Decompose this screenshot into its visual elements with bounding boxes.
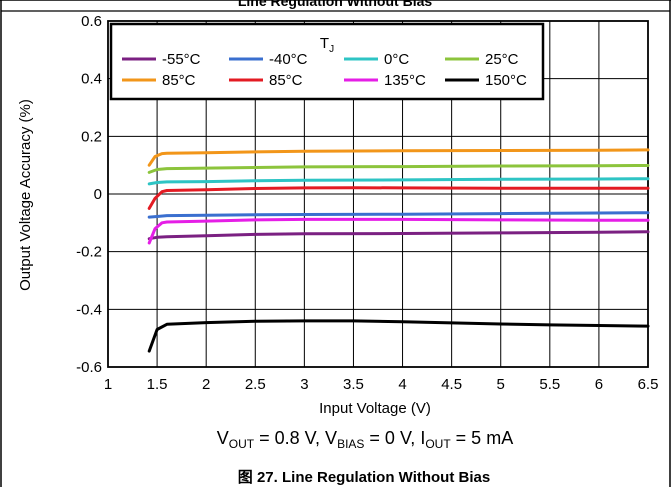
axes: 1 1.5 2 2.5 3 3.5 4 4.5 5 5.5 6 6.5 -0.6 -0.4 -0.2 0 0.2…: [76, 13, 658, 393]
series-line: [147, 319, 650, 353]
series-line: [147, 186, 650, 210]
y-tick-label: -0.6: [76, 359, 102, 376]
figure-caption: 图 27. Line Regulation Without Bias: [238, 469, 490, 486]
series-line: [147, 217, 650, 245]
series-line: [147, 211, 650, 219]
series-layer: [147, 148, 650, 353]
x-tick-label: 3.5: [343, 376, 364, 393]
x-tick-label: 6: [595, 376, 603, 393]
x-tick-label: 2.5: [245, 376, 266, 393]
x-tick-label: 4: [398, 376, 406, 393]
series-line: [147, 177, 650, 186]
x-tick-label: 4.5: [441, 376, 462, 393]
x-tick-label: 3: [300, 376, 308, 393]
x-tick-label: 1: [104, 376, 112, 393]
legend-label: 135°C: [384, 72, 426, 89]
x-axis-label: Input Voltage (V): [319, 400, 431, 417]
test-conditions: VOUT = 0.8 V, VBIAS = 0 V, IOUT = 5 mA: [217, 428, 513, 451]
y-tick-label: 0.4: [81, 71, 102, 88]
y-tick-label: 0: [94, 186, 102, 203]
y-tick-label: -0.4: [76, 301, 102, 318]
series-line: [147, 148, 650, 167]
legend-label: -55°C: [162, 51, 201, 68]
x-tick-label: 6.5: [638, 376, 659, 393]
legend-label: 25°C: [485, 51, 519, 68]
legend-label: 0°C: [384, 51, 409, 68]
series-line: [147, 230, 650, 241]
legend-label: 85°C: [269, 72, 303, 89]
x-tick-label: 5.5: [539, 376, 560, 393]
legend-label: 150°C: [485, 72, 527, 89]
legend-label: 85°C: [162, 72, 196, 89]
series-line: [147, 164, 650, 174]
legend: TJ -55°C -40°C 0°C 25°C 85°C 85°C 135°C 150°C: [109, 22, 545, 101]
y-tick-label: 0.2: [81, 128, 102, 145]
x-tick-label: 2: [202, 376, 210, 393]
legend-label: -40°C: [269, 51, 308, 68]
y-axis-label: Output Voltage Accuracy (%): [17, 99, 34, 291]
y-tick-label: -0.2: [76, 244, 102, 261]
legend-items: -55°C -40°C 0°C 25°C 85°C 85°C 135°C 150°C: [122, 51, 527, 89]
top-caption: Line Regulation Without Bias: [238, 0, 433, 9]
y-tick-label: 0.6: [81, 13, 102, 30]
legend-box: [109, 22, 545, 101]
x-tick-label: 1.5: [147, 376, 168, 393]
plot-frame: [107, 20, 649, 368]
legend-title: TJ: [320, 35, 334, 55]
x-tick-label: 5: [497, 376, 505, 393]
